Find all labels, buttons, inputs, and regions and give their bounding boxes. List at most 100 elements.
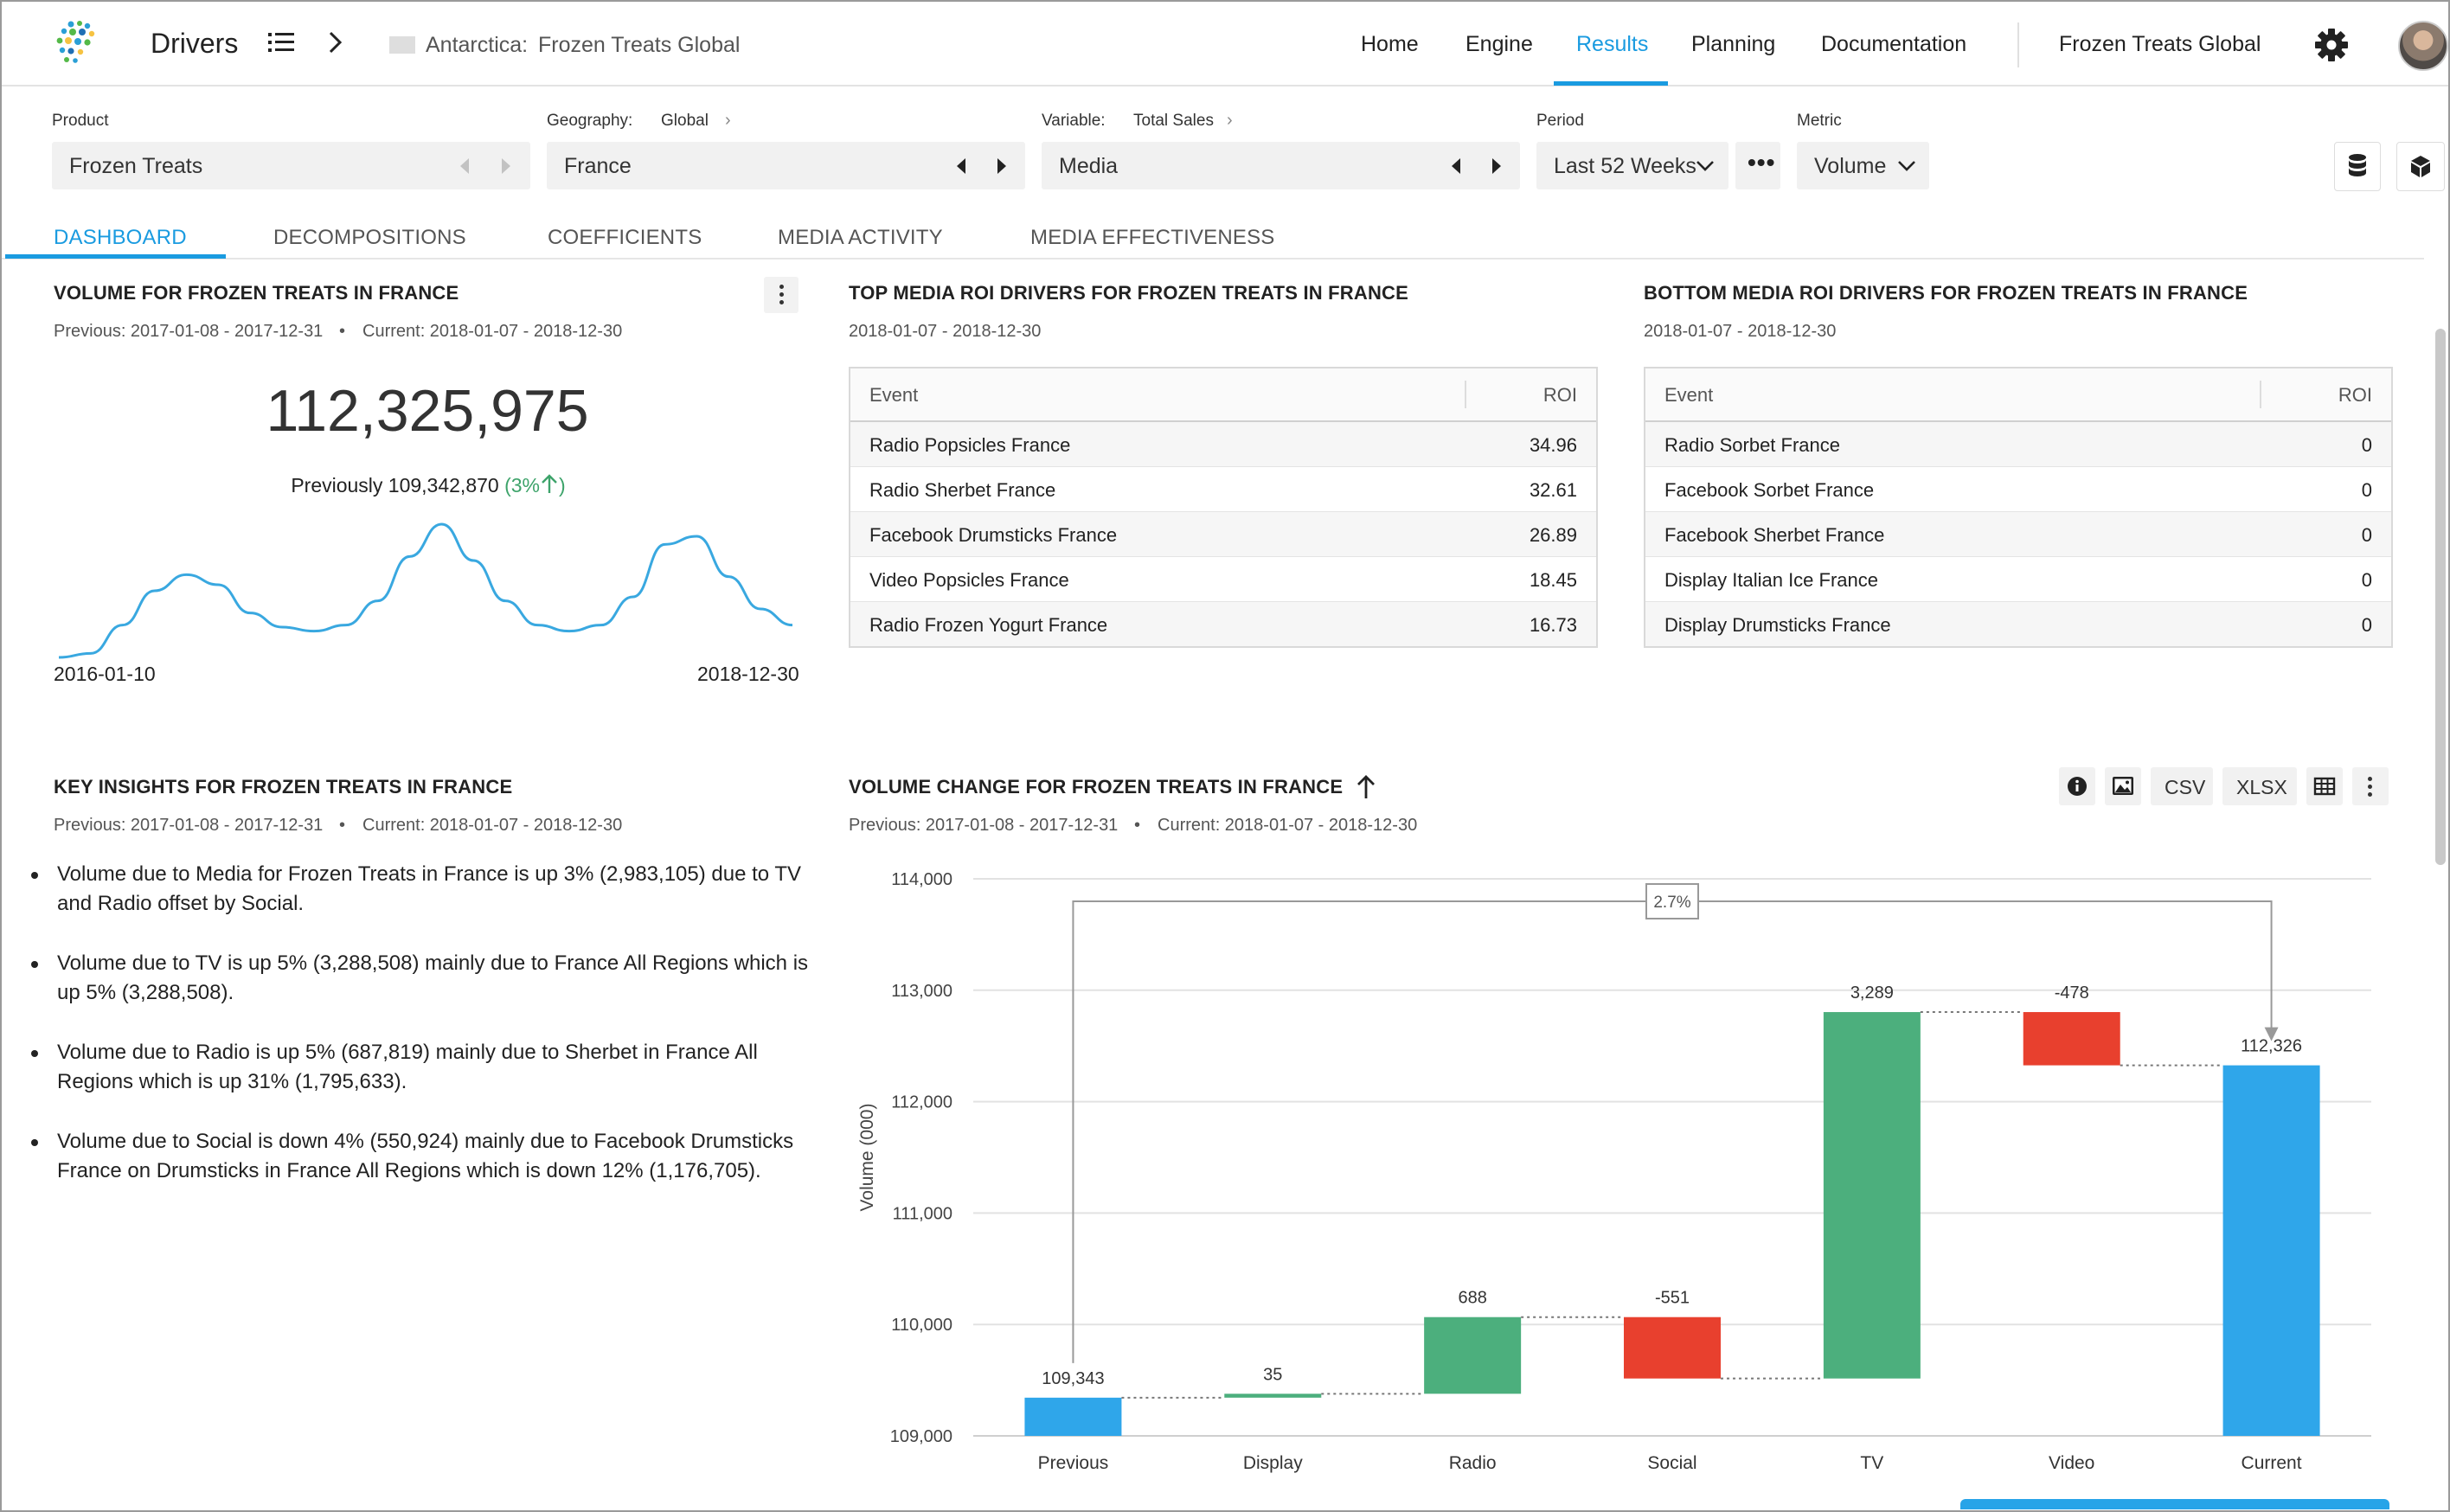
user-avatar[interactable] xyxy=(2398,21,2448,71)
variable-level-chevron-icon[interactable]: › xyxy=(1227,111,1233,130)
chevron-down-icon xyxy=(1898,161,1915,171)
tabs-divider xyxy=(2,258,2424,259)
geography-level-chevron-icon[interactable]: › xyxy=(725,111,731,130)
org-name[interactable]: Frozen Treats Global xyxy=(2059,32,2261,56)
tab-active-indicator xyxy=(5,254,226,259)
period-separator: • xyxy=(339,816,346,835)
table-row[interactable]: Facebook Drumsticks France 26.89 xyxy=(850,512,1596,557)
nav-engine[interactable]: Engine xyxy=(1466,32,1533,56)
table-row[interactable]: Facebook Sorbet France 0 xyxy=(1645,467,2391,512)
y-tick-label: 111,000 xyxy=(893,1204,952,1223)
variable-prev-icon[interactable] xyxy=(1452,158,1460,174)
product-prev-icon[interactable] xyxy=(460,158,469,174)
tab-dashboard[interactable]: DASHBOARD xyxy=(54,226,187,249)
variable-level[interactable]: Total Sales xyxy=(1133,112,1214,130)
roi-cell: 0 xyxy=(2361,524,2372,546)
volume-panel-title: VOLUME FOR FROZEN TREATS IN FRANCE xyxy=(54,282,459,304)
metric-label: Metric xyxy=(1797,112,1842,130)
column-header-roi[interactable]: ROI xyxy=(1542,384,1577,406)
product-label: Product xyxy=(52,112,109,130)
volume-previous-line: Previously 109,342,870 (3%) xyxy=(0,474,856,497)
nav-results[interactable]: Results xyxy=(1576,32,1649,56)
database-button[interactable] xyxy=(2334,142,2381,191)
period-separator: • xyxy=(1134,816,1141,835)
image-export-button[interactable] xyxy=(2105,767,2141,805)
column-separator[interactable] xyxy=(1465,381,1466,408)
nav-home[interactable]: Home xyxy=(1361,32,1419,56)
column-header-roi[interactable]: ROI xyxy=(2338,384,2372,406)
variable-label: Variable: xyxy=(1042,112,1106,130)
cube-button[interactable] xyxy=(2396,142,2445,191)
info-icon xyxy=(2068,777,2087,796)
geography-select[interactable]: France xyxy=(547,142,1025,189)
chevron-down-icon xyxy=(1696,161,1714,171)
page-scrollbar[interactable] xyxy=(2435,329,2446,865)
gear-icon[interactable] xyxy=(2314,28,2349,62)
list-icon[interactable] xyxy=(268,31,294,54)
data-label: 3,289 xyxy=(1850,983,1894,1003)
volume-period-current: Current: 2018-01-07 - 2018-12-30 xyxy=(362,322,623,341)
table-row[interactable]: Radio Sorbet France 0 xyxy=(1645,422,2391,467)
period-more-button[interactable]: ••• xyxy=(1735,142,1780,189)
csv-button[interactable]: CSV xyxy=(2151,767,2213,805)
table-body: Radio Sorbet France 0 Facebook Sorbet Fra… xyxy=(1645,422,2391,646)
waterfall-menu-icon[interactable] xyxy=(2352,767,2389,805)
volume-big-value: 112,325,975 xyxy=(266,378,589,444)
tab-coefficients[interactable]: COEFFICIENTS xyxy=(548,226,702,249)
variable-select[interactable]: Media xyxy=(1042,142,1520,189)
arrow-up-icon xyxy=(542,474,557,493)
table-row[interactable]: Facebook Sherbet France 0 xyxy=(1645,512,2391,557)
region-flag-icon xyxy=(389,36,415,54)
geography-next-icon[interactable] xyxy=(997,158,1006,174)
table-row[interactable]: Display Italian Ice France 0 xyxy=(1645,557,2391,602)
x-tick-label: Radio xyxy=(1449,1453,1497,1473)
volume-sparkline xyxy=(58,522,793,659)
app-logo-icon[interactable] xyxy=(50,17,102,69)
waterfall-period-previous: Previous: 2017-01-08 - 2017-12-31 xyxy=(849,816,1119,835)
table-row[interactable]: Radio Sherbet France 32.61 xyxy=(850,467,1596,512)
nav-active-indicator xyxy=(1554,81,1668,86)
xlsx-button[interactable]: XLSX xyxy=(2222,767,2297,805)
bottom-action-bar[interactable] xyxy=(1960,1499,2389,1509)
variable-next-icon[interactable] xyxy=(1492,158,1501,174)
data-label: -478 xyxy=(2055,983,2089,1003)
table-view-button[interactable] xyxy=(2306,767,2343,805)
y-tick-label: 113,000 xyxy=(891,982,952,1001)
column-header-event[interactable]: Event xyxy=(1664,384,1714,406)
tab-media-effectiveness[interactable]: MEDIA EFFECTIVENESS xyxy=(1030,226,1275,249)
roi-cell: 0 xyxy=(2361,614,2372,636)
breadcrumb-project[interactable]: Frozen Treats Global xyxy=(538,33,741,57)
nav-planning[interactable]: Planning xyxy=(1691,32,1776,56)
tab-decompositions[interactable]: DECOMPOSITIONS xyxy=(273,226,466,249)
period-dropdown[interactable]: Last 52 Weeks xyxy=(1536,142,1728,189)
geography-value: France xyxy=(564,154,632,178)
product-next-icon[interactable] xyxy=(502,158,510,174)
y-axis-label: Volume (000) xyxy=(857,1104,877,1212)
bar-display xyxy=(1224,1393,1322,1398)
bottom-roi-title: BOTTOM MEDIA ROI DRIVERS FOR FROZEN TREA… xyxy=(1644,282,2248,304)
table-row[interactable]: Display Drumsticks France 0 xyxy=(1645,602,2391,646)
bar-video xyxy=(2023,1012,2120,1066)
volume-change-close: ) xyxy=(559,474,566,497)
table-row[interactable]: Video Popsicles France 18.45 xyxy=(850,557,1596,602)
geography-prev-icon[interactable] xyxy=(957,158,965,174)
data-label: 35 xyxy=(1263,1365,1282,1384)
geography-level[interactable]: Global xyxy=(661,112,709,130)
chevron-right-icon[interactable] xyxy=(324,29,346,55)
insight-item: Volume due to Radio is up 5% (687,819) m… xyxy=(31,1038,810,1097)
metric-dropdown[interactable]: Volume xyxy=(1797,142,1929,189)
tab-media-activity[interactable]: MEDIA ACTIVITY xyxy=(778,226,943,249)
column-separator[interactable] xyxy=(2260,381,2261,408)
info-button[interactable] xyxy=(2059,767,2095,805)
bullet xyxy=(31,1050,38,1057)
product-select[interactable]: Frozen Treats xyxy=(52,142,530,189)
volume-panel-menu-icon[interactable] xyxy=(764,277,798,313)
insight-item: Volume due to TV is up 5% (3,288,508) ma… xyxy=(31,949,810,1008)
table-row[interactable]: Radio Popsicles France 34.96 xyxy=(850,422,1596,467)
column-header-event[interactable]: Event xyxy=(869,384,919,406)
breadcrumb-region[interactable]: Antarctica: xyxy=(426,33,529,57)
sort-arrow-up-icon[interactable] xyxy=(1355,774,1377,800)
volume-change-text: (3% xyxy=(504,474,540,497)
nav-documentation[interactable]: Documentation xyxy=(1821,32,1967,56)
table-row[interactable]: Radio Frozen Yogurt France 16.73 xyxy=(850,602,1596,646)
